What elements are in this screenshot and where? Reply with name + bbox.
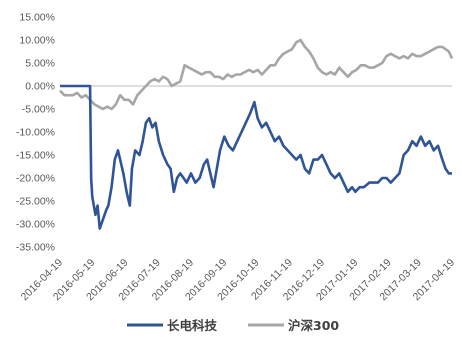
y-tick-label: 15.00% — [19, 12, 55, 24]
y-tick-label: 5.00% — [25, 58, 55, 70]
legend: 长电科技 沪深300 — [127, 318, 339, 333]
y-tick-label: -10.00% — [16, 127, 55, 139]
x-axis-labels: 2016-04-192016-05-192016-06-192016-07-19… — [19, 257, 458, 304]
y-axis-labels: 15.00% 10.00% 5.00% 0.00% -5.00% -10.00% -15.0… — [16, 12, 55, 254]
legend-label-series-2: 沪深300 — [288, 318, 339, 333]
y-tick-label: -15.00% — [16, 150, 55, 162]
y-tick-label: -35.00% — [16, 242, 55, 254]
series-line-1 — [60, 84, 452, 230]
y-tick-label: -5.00% — [22, 104, 55, 116]
y-tick-label: -25.00% — [16, 196, 55, 208]
y-tick-label: -30.00% — [16, 219, 55, 231]
y-tick-label: -20.00% — [16, 173, 55, 185]
y-tick-label: 10.00% — [19, 35, 55, 47]
legend-label-series-1: 长电科技 — [167, 318, 218, 333]
series-line-2 — [59, 38, 454, 111]
y-tick-label: 0.00% — [25, 81, 55, 93]
series-lines — [59, 38, 454, 230]
